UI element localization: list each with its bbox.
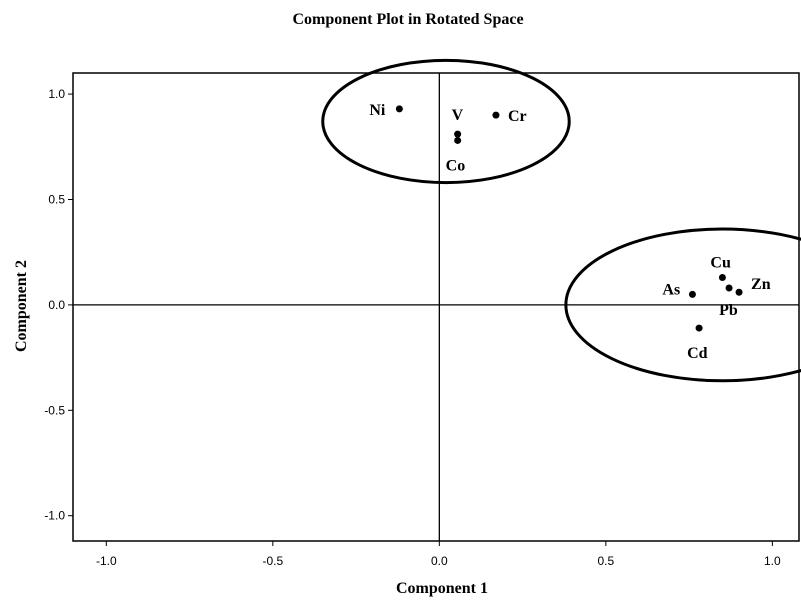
x-tick-label: 0.0	[431, 554, 448, 568]
data-point	[454, 136, 462, 144]
point-label: Ni	[369, 102, 386, 119]
y-tick-label: 0.5	[48, 192, 65, 206]
point-label: Co	[446, 157, 466, 174]
cluster-ellipses	[321, 58, 801, 383]
point-label: V	[452, 107, 464, 124]
point-label: Pb	[719, 302, 738, 319]
y-tick-label: 1.0	[48, 87, 65, 101]
data-point	[688, 290, 696, 298]
data-point	[718, 273, 726, 281]
data-point	[725, 284, 733, 292]
x-tick-label: -0.5	[262, 554, 283, 568]
y-tick-label: -0.5	[44, 403, 65, 417]
y-tick-label: -1.0	[44, 509, 65, 523]
x-tick-label: 0.5	[598, 554, 615, 568]
point-label: Cr	[508, 108, 527, 125]
data-point	[395, 105, 403, 113]
x-tick-label: 1.0	[764, 554, 781, 568]
y-axis-ticks: 1.0 0.5 0.0 -0.5 -1.0	[44, 87, 73, 523]
data-point	[735, 288, 743, 296]
x-tick-label: -1.0	[96, 554, 117, 568]
y-axis-title: Component 2	[13, 260, 30, 352]
data-point	[695, 324, 703, 332]
cluster-ellipse	[321, 58, 571, 185]
x-axis-ticks: -1.0 -0.5 0.0 0.5 1.0	[96, 541, 781, 568]
point-labels: Ni Cr V Co Cu Zn Pb As Cd	[369, 102, 770, 362]
data-point	[454, 130, 462, 138]
point-label: As	[662, 281, 680, 298]
point-label: Zn	[751, 276, 771, 293]
data-point	[492, 111, 500, 119]
cluster-ellipse	[564, 227, 801, 383]
point-label: Cu	[710, 254, 731, 271]
plot-area-frame	[72, 72, 800, 542]
point-label: Cd	[687, 345, 708, 362]
data-points	[395, 105, 743, 332]
x-axis-title: Component 1	[396, 580, 488, 597]
y-tick-label: 0.0	[48, 298, 65, 312]
chart-title: Component Plot in Rotated Space	[292, 11, 523, 28]
